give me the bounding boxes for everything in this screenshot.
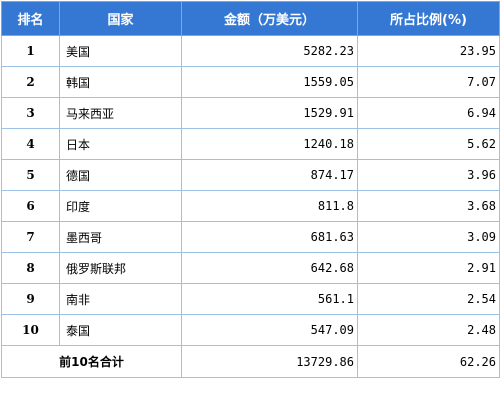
rank-cell: 5	[1, 159, 60, 191]
amount-cell: 547.09	[181, 314, 358, 346]
table-row: 8 俄罗斯联邦 642.68 2.91	[1, 252, 500, 284]
country-cell: 韩国	[59, 66, 182, 98]
country-cell: 美国	[59, 35, 182, 67]
table-row: 1 美国 5282.23 23.95	[1, 35, 500, 67]
table-row: 3 马来西亚 1529.91 6.94	[1, 97, 500, 129]
share-cell: 2.91	[357, 252, 500, 284]
total-share-cell: 62.26	[357, 345, 500, 378]
country-cell: 泰国	[59, 314, 182, 346]
rank-cell: 3	[1, 97, 60, 129]
country-cell: 日本	[59, 128, 182, 160]
table-row: 4 日本 1240.18 5.62	[1, 128, 500, 160]
table-row: 2 韩国 1559.05 7.07	[1, 66, 500, 98]
rank-cell: 9	[1, 283, 60, 315]
amount-cell: 1529.91	[181, 97, 358, 129]
header-amount: 金额（万美元）	[181, 1, 358, 36]
amount-cell: 561.1	[181, 283, 358, 315]
rank-cell: 4	[1, 128, 60, 160]
rank-cell: 7	[1, 221, 60, 253]
amount-cell: 642.68	[181, 252, 358, 284]
total-label-cell: 前10名合计	[1, 345, 182, 378]
rank-cell: 1	[1, 35, 60, 67]
share-cell: 6.94	[357, 97, 500, 129]
country-cell: 南非	[59, 283, 182, 315]
country-cell: 德国	[59, 159, 182, 191]
share-cell: 3.96	[357, 159, 500, 191]
total-row: 前10名合计 13729.86 62.26	[1, 345, 500, 378]
table-header-row: 排名 国家 金额（万美元） 所占比例(%)	[1, 1, 500, 36]
share-cell: 7.07	[357, 66, 500, 98]
amount-cell: 811.8	[181, 190, 358, 222]
amount-cell: 874.17	[181, 159, 358, 191]
share-cell: 5.62	[357, 128, 500, 160]
country-cell: 印度	[59, 190, 182, 222]
country-cell: 俄罗斯联邦	[59, 252, 182, 284]
share-cell: 2.54	[357, 283, 500, 315]
header-share: 所占比例(%)	[357, 1, 500, 36]
amount-cell: 681.63	[181, 221, 358, 253]
table-row: 6 印度 811.8 3.68	[1, 190, 500, 222]
country-ranking-table: 排名 国家 金额（万美元） 所占比例(%) 1 美国 5282.23 23.95…	[1, 1, 500, 378]
share-cell: 3.68	[357, 190, 500, 222]
share-cell: 23.95	[357, 35, 500, 67]
rank-cell: 8	[1, 252, 60, 284]
table-row: 9 南非 561.1 2.54	[1, 283, 500, 315]
amount-cell: 1559.05	[181, 66, 358, 98]
rank-cell: 2	[1, 66, 60, 98]
share-cell: 3.09	[357, 221, 500, 253]
country-cell: 墨西哥	[59, 221, 182, 253]
amount-cell: 5282.23	[181, 35, 358, 67]
header-rank: 排名	[1, 1, 60, 36]
amount-cell: 1240.18	[181, 128, 358, 160]
table-row: 7 墨西哥 681.63 3.09	[1, 221, 500, 253]
share-cell: 2.48	[357, 314, 500, 346]
table-row: 10 泰国 547.09 2.48	[1, 314, 500, 346]
country-cell: 马来西亚	[59, 97, 182, 129]
table-row: 5 德国 874.17 3.96	[1, 159, 500, 191]
rank-cell: 10	[1, 314, 60, 346]
header-country: 国家	[59, 1, 182, 36]
rank-cell: 6	[1, 190, 60, 222]
total-amount-cell: 13729.86	[181, 345, 358, 378]
